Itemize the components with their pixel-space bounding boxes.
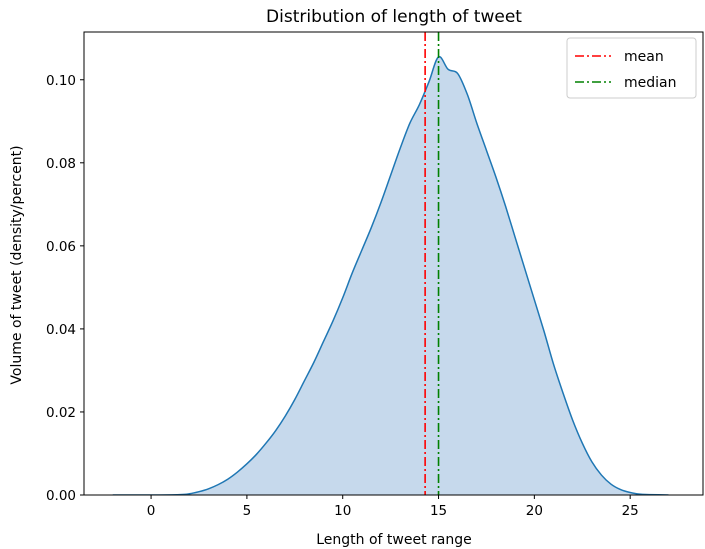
density-line — [112, 55, 669, 495]
density-area — [112, 56, 669, 495]
x-tick-label: 25 — [622, 503, 639, 519]
axes-frame — [83, 31, 704, 496]
legend-box — [566, 37, 697, 99]
chart-title: Distribution of length of tweet — [266, 7, 522, 27]
x-axis-label: Length of tweet range — [316, 532, 472, 548]
y-axis-label: Volume of tweet (density/percent) — [9, 145, 25, 384]
x-axis: 0 5 10 15 20 25 — [147, 495, 639, 519]
y-axis: 0.00 0.02 0.04 0.06 0.08 0.10 — [46, 73, 84, 504]
axes-border — [83, 31, 704, 496]
x-tick-label: 15 — [430, 503, 447, 519]
legend-label-median: median — [624, 75, 676, 91]
y-tick-label: 0.02 — [46, 405, 76, 421]
x-tick-label: 10 — [334, 503, 351, 519]
y-tick-label: 0.10 — [46, 73, 76, 89]
plot-area — [112, 32, 669, 495]
x-tick-label: 0 — [147, 503, 156, 519]
y-tick-label: 0.06 — [46, 239, 76, 255]
y-tick-label: 0.00 — [46, 488, 76, 504]
legend-label-mean: mean — [624, 49, 664, 65]
y-tick-label: 0.04 — [46, 322, 76, 338]
y-tick-label: 0.08 — [46, 156, 76, 172]
legend: mean median — [566, 37, 697, 99]
x-tick-label: 20 — [526, 503, 543, 519]
x-tick-label: 5 — [243, 503, 252, 519]
